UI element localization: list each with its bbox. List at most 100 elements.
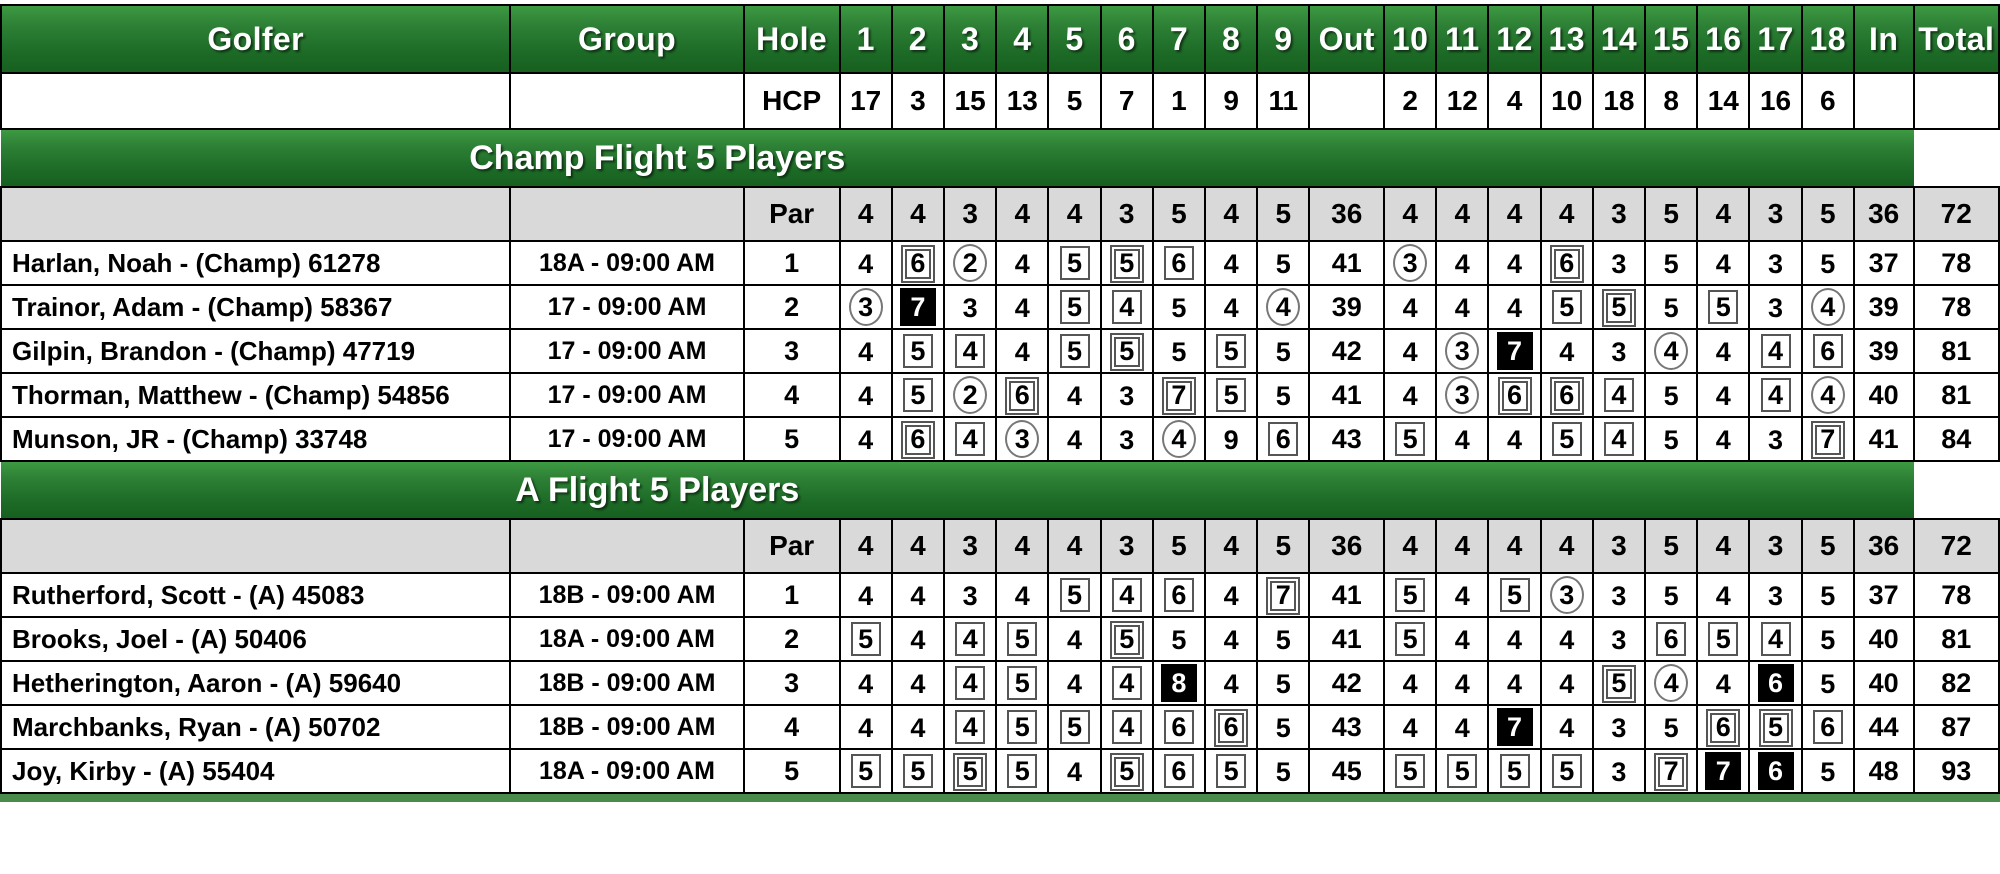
score-hole-17[interactable]: 6 (1748, 660, 1803, 706)
score-hole-13[interactable]: 4 (1539, 660, 1594, 706)
score-hole-14[interactable]: 3 (1591, 328, 1647, 374)
score-hole-11[interactable]: 4 (1435, 284, 1490, 330)
score-hole-3[interactable]: 3 (942, 572, 998, 618)
player-row[interactable]: Rutherford, Scott - (A) 45083 18B - 09:00… (0, 572, 2000, 618)
player-group[interactable]: 17 - 09:00 AM (509, 328, 745, 374)
score-hole-12[interactable]: 4 (1487, 416, 1542, 462)
score-hole-13[interactable]: 4 (1539, 328, 1594, 374)
score-hole-13[interactable]: 6 (1539, 240, 1594, 286)
score-hole-7[interactable]: 8 (1151, 660, 1207, 706)
score-hole-18[interactable]: 6 (1800, 328, 1855, 374)
score-hole-5[interactable]: 4 (1047, 660, 1102, 706)
score-hole-8[interactable]: 5 (1204, 328, 1259, 374)
score-hole-10[interactable]: 5 (1382, 416, 1438, 462)
score-hole-6[interactable]: 4 (1099, 704, 1154, 750)
score-hole-12[interactable]: 7 (1487, 328, 1542, 374)
score-hole-17[interactable]: 6 (1748, 748, 1803, 794)
score-hole-14[interactable]: 3 (1591, 748, 1647, 794)
score-hole-9[interactable]: 5 (1256, 616, 1311, 662)
score-hole-3[interactable]: 2 (942, 372, 998, 418)
player-group[interactable]: 18A - 09:00 AM (509, 240, 745, 286)
score-hole-3[interactable]: 4 (942, 704, 998, 750)
score-hole-5[interactable]: 5 (1047, 240, 1102, 286)
score-hole-18[interactable]: 5 (1800, 572, 1855, 618)
score-hole-16[interactable]: 4 (1696, 660, 1751, 706)
score-hole-7[interactable]: 6 (1151, 240, 1207, 286)
player-group[interactable]: 18B - 09:00 AM (509, 660, 745, 706)
score-hole-8[interactable]: 5 (1204, 372, 1259, 418)
player-group[interactable]: 17 - 09:00 AM (509, 284, 745, 330)
score-hole-11[interactable]: 3 (1435, 372, 1490, 418)
score-hole-4[interactable]: 6 (995, 372, 1050, 418)
score-hole-15[interactable]: 5 (1644, 284, 1699, 330)
score-hole-14[interactable]: 3 (1591, 572, 1647, 618)
player-group[interactable]: 18B - 09:00 AM (509, 704, 745, 750)
score-hole-7[interactable]: 6 (1151, 704, 1207, 750)
score-hole-12[interactable]: 5 (1487, 748, 1542, 794)
score-hole-8[interactable]: 4 (1204, 660, 1259, 706)
score-hole-12[interactable]: 6 (1487, 372, 1542, 418)
score-hole-4[interactable]: 4 (995, 572, 1050, 618)
score-hole-1[interactable]: 4 (838, 372, 893, 418)
score-hole-14[interactable]: 3 (1591, 240, 1647, 286)
score-hole-11[interactable]: 5 (1435, 748, 1490, 794)
player-row[interactable]: Joy, Kirby - (A) 55404 18A - 09:00 AM 5 5 5 5… (0, 748, 2000, 794)
score-hole-13[interactable]: 5 (1539, 416, 1594, 462)
score-hole-13[interactable]: 4 (1539, 616, 1594, 662)
score-hole-3[interactable]: 4 (942, 660, 998, 706)
score-hole-15[interactable]: 4 (1644, 660, 1699, 706)
score-hole-6[interactable]: 3 (1099, 416, 1154, 462)
score-hole-18[interactable]: 5 (1800, 616, 1855, 662)
score-hole-9[interactable]: 5 (1256, 660, 1311, 706)
score-hole-18[interactable]: 5 (1800, 240, 1855, 286)
score-hole-8[interactable]: 5 (1204, 748, 1259, 794)
score-hole-9[interactable]: 6 (1256, 416, 1311, 462)
score-hole-12[interactable]: 4 (1487, 240, 1542, 286)
score-hole-10[interactable]: 4 (1382, 704, 1438, 750)
player-row[interactable]: Harlan, Noah - (Champ) 61278 18A - 09:00 … (0, 240, 2000, 286)
score-hole-11[interactable]: 4 (1435, 616, 1490, 662)
score-hole-1[interactable]: 5 (838, 748, 893, 794)
score-hole-18[interactable]: 6 (1800, 704, 1855, 750)
score-hole-16[interactable]: 5 (1696, 284, 1751, 330)
score-hole-16[interactable]: 4 (1696, 416, 1751, 462)
score-hole-14[interactable]: 3 (1591, 704, 1647, 750)
score-hole-6[interactable]: 3 (1099, 372, 1154, 418)
player-name[interactable]: Brooks, Joel - (A) 50406 (0, 616, 512, 662)
score-hole-2[interactable]: 6 (890, 416, 946, 462)
player-name[interactable]: Hetherington, Aaron - (A) 59640 (0, 660, 512, 706)
player-group[interactable]: 18B - 09:00 AM (509, 572, 745, 618)
score-hole-4[interactable]: 3 (995, 416, 1050, 462)
score-hole-14[interactable]: 5 (1591, 284, 1647, 330)
score-hole-4[interactable]: 4 (995, 284, 1050, 330)
score-hole-16[interactable]: 4 (1696, 372, 1751, 418)
score-hole-11[interactable]: 4 (1435, 416, 1490, 462)
score-hole-17[interactable]: 3 (1748, 416, 1803, 462)
score-hole-4[interactable]: 5 (995, 704, 1050, 750)
score-hole-16[interactable]: 4 (1696, 328, 1751, 374)
score-hole-3[interactable]: 5 (942, 748, 998, 794)
score-hole-13[interactable]: 3 (1539, 572, 1594, 618)
score-hole-1[interactable]: 4 (838, 416, 893, 462)
score-hole-17[interactable]: 3 (1748, 572, 1803, 618)
score-hole-4[interactable]: 4 (995, 240, 1050, 286)
score-hole-18[interactable]: 7 (1800, 416, 1855, 462)
score-hole-4[interactable]: 4 (995, 328, 1050, 374)
score-hole-11[interactable]: 3 (1435, 328, 1490, 374)
score-hole-1[interactable]: 4 (838, 328, 893, 374)
score-hole-8[interactable]: 4 (1204, 572, 1259, 618)
score-hole-9[interactable]: 4 (1256, 284, 1311, 330)
score-hole-1[interactable]: 4 (838, 660, 893, 706)
score-hole-5[interactable]: 5 (1047, 572, 1102, 618)
score-hole-7[interactable]: 5 (1151, 284, 1207, 330)
score-hole-6[interactable]: 4 (1099, 660, 1154, 706)
score-hole-7[interactable]: 5 (1151, 328, 1207, 374)
score-hole-1[interactable]: 4 (838, 704, 893, 750)
score-hole-4[interactable]: 5 (995, 660, 1050, 706)
score-hole-2[interactable]: 5 (890, 748, 946, 794)
score-hole-4[interactable]: 5 (995, 616, 1050, 662)
score-hole-10[interactable]: 4 (1382, 284, 1438, 330)
score-hole-16[interactable]: 4 (1696, 240, 1751, 286)
score-hole-2[interactable]: 4 (890, 616, 946, 662)
score-hole-3[interactable]: 3 (942, 284, 998, 330)
